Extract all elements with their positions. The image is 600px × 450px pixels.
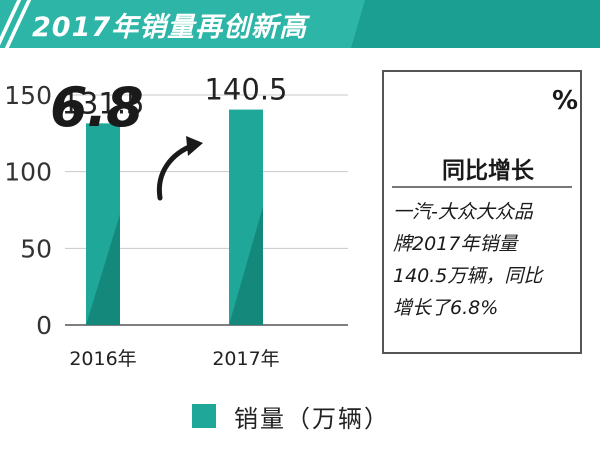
bar-value-label: 140.5 <box>204 73 287 107</box>
legend-label: 销量（万辆） <box>234 404 390 433</box>
callout-box <box>382 70 582 354</box>
callout-line-4: 增长了6.8% <box>393 297 499 319</box>
legend-swatch <box>192 404 216 428</box>
callout-line-3: 140.5万辆，同比 <box>393 265 543 287</box>
callout-body: 一汽-大众大众品 牌2017年销量 140.5万辆，同比 增长了6.8% <box>393 196 573 324</box>
callout-percent-sign: % <box>552 86 579 116</box>
x-category-label: 2016年 <box>69 348 136 370</box>
bar-chart: 0 50 100 150 131.5 2016年 140.5 2017年 <box>4 73 348 370</box>
bar-value-label: 131.5 <box>61 86 144 120</box>
header-title: 2017年销量再创新高 <box>32 12 308 43</box>
x-category-label: 2017年 <box>212 348 279 370</box>
callout-divider <box>392 186 572 188</box>
bar-shade <box>229 206 263 325</box>
callout-line-1: 一汽-大众大众品 <box>393 201 533 223</box>
y-tick-label: 150 <box>4 81 52 110</box>
header-banner: 2017年销量再创新高 <box>0 0 600 48</box>
callout-line-2: 牌2017年销量 <box>393 233 518 255</box>
bar-shade <box>86 214 120 325</box>
chart-legend: 销量（万辆） <box>192 396 390 436</box>
callout-number: 6.8 <box>50 76 144 139</box>
callout-subtitle: 同比增长 <box>442 158 534 184</box>
y-tick-label: 0 <box>36 311 52 340</box>
growth-arrow-head <box>186 136 203 156</box>
header-tab <box>0 0 365 48</box>
y-tick-label: 100 <box>4 158 52 187</box>
y-tick-label: 50 <box>20 234 52 263</box>
